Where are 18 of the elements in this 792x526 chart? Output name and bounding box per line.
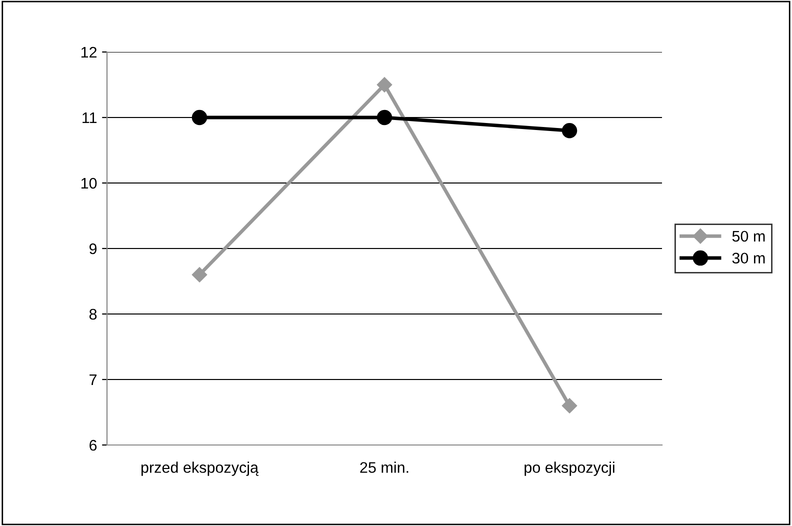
y-tick-label: 12: [81, 46, 97, 58]
x-tick-label: po ekspozycji: [524, 462, 614, 476]
point: [562, 398, 578, 414]
y-tick-label: 8: [89, 308, 97, 320]
y-tick-label: 10: [81, 178, 97, 189]
legend-label: 30 m: [732, 252, 765, 264]
x-tick-label: przed ekspozycją: [141, 462, 259, 476]
point: [192, 267, 208, 282]
y-tick-label: 11: [82, 112, 97, 124]
point: [376, 110, 392, 126]
y-tick-label: 6: [90, 440, 97, 451]
y-tick-label: 9: [90, 243, 97, 254]
point: [562, 122, 578, 138]
x-tick-label: 25 min.: [360, 462, 408, 473]
y-tick-label: 7: [90, 374, 97, 386]
legend-label: 50 m: [732, 230, 765, 242]
point: [192, 110, 208, 126]
point: [376, 77, 392, 92]
